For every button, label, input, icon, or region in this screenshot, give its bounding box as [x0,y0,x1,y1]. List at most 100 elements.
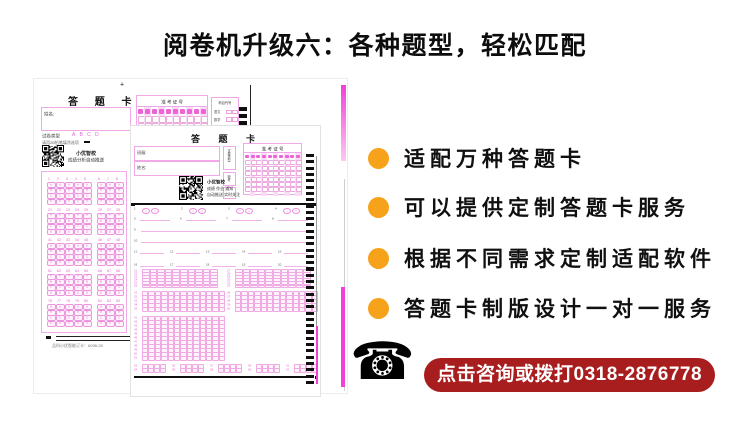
question-number: 46 [134,335,138,339]
answer-bubble [172,284,180,289]
answer-bubble [142,368,148,373]
question-number: 40 [227,306,231,310]
bubble-letter: A [86,213,89,217]
question-number: 25 [84,207,88,212]
answer-bubble [149,284,158,289]
question-number: 15 [278,249,282,253]
bubble-letter: B [77,249,80,253]
question-number: 46 [98,238,102,242]
bubble-letter: B [100,188,103,192]
calibration-mark [239,114,247,118]
bubble-letter: C [109,285,112,289]
bubble-letter: A [86,304,89,308]
question-number: 6 [98,177,100,181]
question-number: 6 [180,217,182,221]
answer-line [186,220,216,221]
exam-number-header: 准 考 证 号 [136,95,208,108]
timing-mark [306,286,314,290]
question-number: 25 [134,280,138,285]
answer-bubble [274,368,280,373]
answer-bubble [199,307,206,312]
answer-line [284,265,308,267]
bubble-letter: C [109,193,112,197]
bubble-letter: A [109,243,112,247]
exam-number-column [261,153,268,196]
question-number: 33 [134,298,138,302]
bullet-icon [368,297,389,319]
bubble-letter: D [109,229,112,234]
answer-bubble: D [65,259,74,266]
bubble-letter: A [109,304,112,308]
timing-mark [306,317,314,321]
bubble-letter: A [118,213,121,217]
answer-bubble [148,368,154,373]
timing-mark [306,292,314,296]
name-label: 姓名: [137,165,147,170]
answer-bubble: D [115,198,124,205]
timing-mark [306,349,314,353]
answer-bubble [267,307,274,312]
question-number: 45 [134,331,138,335]
calibration-mark [46,336,51,339]
question-number: 3 [228,207,230,211]
exam-number-cell [273,160,280,166]
bubble-letter: A [50,274,53,278]
bubble-letter: D [77,199,80,203]
bubble-letter: C [68,285,71,289]
paper-type-label: 试卷类型 [42,133,60,139]
question-number: 28 [227,271,231,275]
bubble-letter: A [100,243,103,247]
exam-number-column [244,153,251,196]
bubble-letter: D [59,260,62,264]
bubble-blocks: 21 22 23 24 25 26 27 28 29 30 31 32 31 32 33 34 35 36 37 38… [131,126,320,396]
answer-bubble [180,356,187,361]
bubble-letter: A [109,182,112,186]
subject-mark [226,117,232,122]
answer-bubble: D [56,259,65,266]
question-number: 21 [48,207,52,212]
bubble-letter: D [50,199,53,203]
exam-number-cell [261,160,268,166]
answer-bubble [262,368,268,373]
bubble-letter: D [109,321,112,325]
sheet-title: 答 题 卡 [191,134,264,144]
answer-bubble [186,356,194,361]
bullet-icon [368,247,389,269]
name-label: 姓名: [44,111,55,117]
bubble-letter: B [100,218,103,222]
exam-number-cell [296,182,303,187]
bubble-letter: B [118,218,121,222]
qr-caption: 小优智校 [76,151,96,157]
bubble-letter: B [77,310,80,314]
bubble-letter: B [109,310,112,314]
bubble-letter: A [77,182,80,186]
answer-bubble [180,307,187,312]
exam-number-cell [296,155,301,158]
exam-number-cell [284,187,291,193]
answer-bubble [265,284,273,289]
bubble-letter: D [68,260,71,264]
exam-number-cell [187,109,192,114]
judgment-question-row: 1 √ × 2 √ × 3 √ × 4 √ × [131,207,320,215]
bubble-letter: D [68,229,71,234]
contact-banner[interactable]: 点击咨询或拨打0318-2876778 [424,358,716,392]
exam-number-cell [194,109,199,114]
phone-icon: ☎ [350,332,415,392]
answer-bubble [292,307,299,312]
judgment-bubble: √ [283,207,291,214]
exam-number-cell [279,155,284,158]
bubble-letter: A [50,213,53,217]
question-number: 5 [84,177,86,181]
exam-number-cell [273,171,280,177]
bubble-letter: B [50,279,53,283]
bubble-letter: D [118,260,121,264]
bubble-letter: C [86,193,89,197]
question-number: 83 [116,299,120,303]
exam-number-cell [284,171,291,177]
bubble-letter: B [100,310,103,314]
bubble-letter: B [118,188,121,192]
bubble-letter: C [77,193,80,197]
exam-number-cell [145,116,152,123]
qr-code [179,176,203,200]
bubble-letter: D [50,321,53,325]
